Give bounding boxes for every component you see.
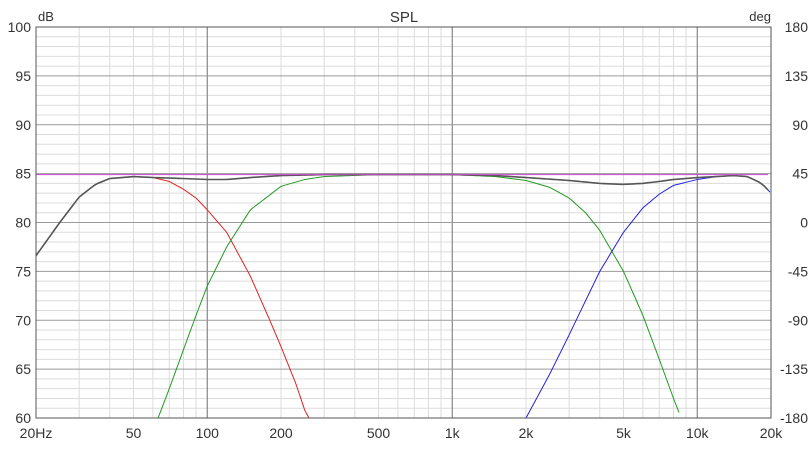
x-tick-label: 200 <box>269 425 293 441</box>
y2-tick-label: -45 <box>788 263 808 279</box>
y-tick-label: 60 <box>15 410 31 426</box>
y2-tick-labels: 180 135 90 45 0 -45 -90 -135 -180 <box>780 19 808 426</box>
y-tick-label: 75 <box>15 263 31 279</box>
plot-frame <box>35 26 772 419</box>
x-tick-label: 20k <box>760 425 784 441</box>
x-tick-label: 500 <box>367 425 391 441</box>
grid-major <box>36 27 771 418</box>
x-tick-label: 5k <box>616 425 632 441</box>
series-layer <box>35 173 771 419</box>
x-tick-label: 10k <box>686 425 710 441</box>
y-tick-labels: 100 95 90 85 80 75 70 65 60 <box>8 19 32 426</box>
right-axis-unit: deg <box>749 9 771 24</box>
y2-tick-label: 45 <box>792 166 808 182</box>
chart-title: SPL <box>390 9 418 26</box>
y2-tick-label: -180 <box>780 410 808 426</box>
y-tick-label: 100 <box>8 19 32 35</box>
y2-tick-label: -90 <box>788 312 808 328</box>
y2-tick-label: 180 <box>785 19 809 35</box>
y2-tick-label: 135 <box>785 68 809 84</box>
x-tick-label: 50 <box>126 425 142 441</box>
x-tick-label: 2k <box>519 425 535 441</box>
y-tick-label: 85 <box>15 166 31 182</box>
y-tick-label: 95 <box>15 68 31 84</box>
y2-tick-label: 90 <box>792 117 808 133</box>
y-tick-label: 80 <box>15 215 31 231</box>
x-tick-label: 20Hz <box>20 425 53 441</box>
x-tick-label: 1k <box>445 425 461 441</box>
left-axis-unit: dB <box>38 9 54 24</box>
y-tick-label: 90 <box>15 117 31 133</box>
y2-tick-label: 0 <box>800 215 808 231</box>
y2-tick-label: -135 <box>780 361 808 377</box>
y-tick-label: 65 <box>15 361 31 377</box>
x-tick-labels: 20Hz 50 100 200 500 1k 2k 5k 10k 20k <box>20 425 784 441</box>
x-tick-label: 100 <box>196 425 220 441</box>
y-tick-label: 70 <box>15 312 31 328</box>
